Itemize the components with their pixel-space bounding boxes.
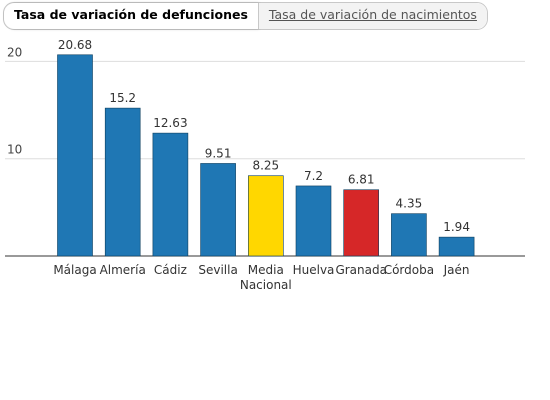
value-label-2: 12.63 bbox=[153, 116, 187, 130]
value-label-1: 15.2 bbox=[109, 91, 136, 105]
bar-5 bbox=[295, 185, 332, 257]
bar-8 bbox=[438, 236, 475, 257]
category-label-0: Málaga bbox=[53, 263, 96, 277]
bar-2 bbox=[152, 132, 189, 257]
category-label-line: Córdoba bbox=[384, 263, 434, 277]
category-label-line: Cádiz bbox=[154, 263, 187, 277]
tab-defunciones[interactable]: Tasa de variación de defunciones bbox=[4, 3, 258, 29]
value-label-5: 7.2 bbox=[304, 169, 323, 183]
value-label-0: 20.68 bbox=[58, 38, 92, 52]
y-tick-label-20: 20 bbox=[7, 45, 22, 59]
category-label-line: Jaén bbox=[443, 263, 470, 277]
category-label-1: Almería bbox=[100, 263, 146, 277]
category-label-7: Córdoba bbox=[384, 263, 434, 277]
chart-tab-bar: Tasa de variación de defunciones Tasa de… bbox=[3, 2, 488, 30]
bar-4 bbox=[248, 175, 284, 257]
category-label-line: Huelva bbox=[293, 263, 335, 277]
category-label-4: Media Nacional bbox=[240, 263, 292, 292]
value-label-3: 9.51 bbox=[205, 146, 232, 160]
category-label-5: Huelva bbox=[293, 263, 335, 277]
category-label-line: Nacional bbox=[240, 278, 292, 292]
category-label-line: Media bbox=[248, 263, 284, 277]
value-label-4: 8.25 bbox=[252, 159, 279, 173]
bar-0 bbox=[57, 54, 93, 257]
bar-6 bbox=[343, 189, 380, 257]
category-label-3: Sevilla bbox=[198, 263, 237, 277]
category-label-2: Cádiz bbox=[154, 263, 187, 277]
category-label-line: Almería bbox=[100, 263, 146, 277]
bar-3 bbox=[200, 163, 236, 257]
bar-7 bbox=[391, 213, 427, 257]
bar-1 bbox=[104, 107, 141, 257]
category-label-6: Granada bbox=[335, 263, 387, 277]
value-label-7: 4.35 bbox=[396, 197, 423, 211]
value-label-8: 1.94 bbox=[443, 220, 470, 234]
category-label-line: Málaga bbox=[53, 263, 96, 277]
value-label-6: 6.81 bbox=[348, 173, 375, 187]
category-label-8: Jaén bbox=[443, 263, 470, 277]
tab-nacimientos[interactable]: Tasa de variación de nacimientos bbox=[257, 3, 487, 29]
category-label-line: Granada bbox=[335, 263, 387, 277]
category-label-line: Sevilla bbox=[198, 263, 237, 277]
y-tick-label-10: 10 bbox=[7, 143, 22, 157]
